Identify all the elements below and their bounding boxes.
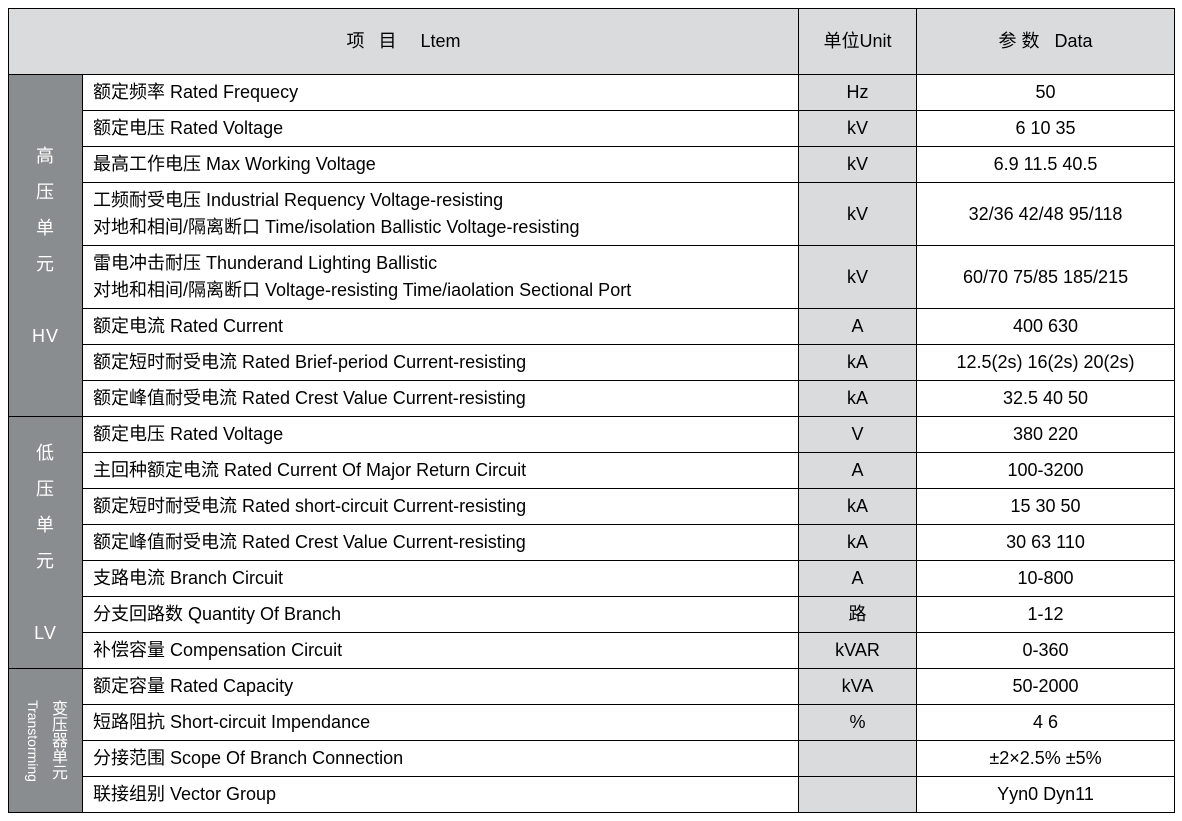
table-row: Transtorming 变压器单元 额定容量 Rated Capacity k… (9, 669, 1175, 705)
unit-cell: kVA (799, 669, 917, 705)
unit-cell: kA (799, 489, 917, 525)
item-cell: 额定电压 Rated Voltage (83, 417, 799, 453)
unit-cell: 路 (799, 597, 917, 633)
item-cell: 额定电流 Rated Current (83, 309, 799, 345)
data-cell: 32/36 42/48 95/118 (917, 183, 1175, 246)
data-cell: 400 630 (917, 309, 1175, 345)
item-cell: 最高工作电压 Max Working Voltage (83, 147, 799, 183)
item-cell: 分支回路数 Quantity Of Branch (83, 597, 799, 633)
item-cell: 联接组别 Vector Group (83, 777, 799, 813)
item-cell: 额定电压 Rated Voltage (83, 111, 799, 147)
item-cell: 主回种额定电流 Rated Current Of Major Return Ci… (83, 453, 799, 489)
unit-cell: A (799, 309, 917, 345)
unit-cell: kA (799, 345, 917, 381)
table-row: 联接组别 Vector Group Yyn0 Dyn11 (9, 777, 1175, 813)
data-cell: 60/70 75/85 185/215 (917, 246, 1175, 309)
data-cell: 12.5(2s) 16(2s) 20(2s) (917, 345, 1175, 381)
section-label-lv: 低 压 单 元 LV (9, 417, 83, 669)
item-cell: 额定峰值耐受电流 Rated Crest Value Current-resis… (83, 381, 799, 417)
section-label-hv: 高 压 单 元 HV (9, 75, 83, 417)
data-cell: 50 (917, 75, 1175, 111)
data-cell: 380 220 (917, 417, 1175, 453)
table-row: 短路阻抗 Short-circuit Impendance % 4 6 (9, 705, 1175, 741)
header-row: 项目 Ltem 单位Unit 参 数 Data (9, 9, 1175, 75)
data-cell: 32.5 40 50 (917, 381, 1175, 417)
item-cell: 额定短时耐受电流 Rated short-circuit Current-res… (83, 489, 799, 525)
section-label-tf-cn: 变压器单元 (46, 700, 67, 780)
item-cell: 补偿容量 Compensation Circuit (83, 633, 799, 669)
data-cell: 4 6 (917, 705, 1175, 741)
item-cell: 短路阻抗 Short-circuit Impendance (83, 705, 799, 741)
unit-cell: kA (799, 525, 917, 561)
header-unit: 单位Unit (799, 9, 917, 75)
unit-cell: A (799, 453, 917, 489)
unit-cell: kA (799, 381, 917, 417)
unit-cell: % (799, 705, 917, 741)
item-cell: 额定频率 Rated Frequecy (83, 75, 799, 111)
table-row: 高 压 单 元 HV 额定频率 Rated Frequecy Hz 50 (9, 75, 1175, 111)
data-cell: ±2×2.5% ±5% (917, 741, 1175, 777)
spec-table: 项目 Ltem 单位Unit 参 数 Data 高 压 单 元 HV 额定频率 … (8, 8, 1175, 813)
data-cell: 10-800 (917, 561, 1175, 597)
unit-cell: kV (799, 183, 917, 246)
unit-cell (799, 777, 917, 813)
table-body: 高 压 单 元 HV 额定频率 Rated Frequecy Hz 50 额定电… (9, 75, 1175, 813)
unit-cell: kV (799, 246, 917, 309)
table-row: 额定峰值耐受电流 Rated Crest Value Current-resis… (9, 381, 1175, 417)
header-item: 项目 Ltem (9, 9, 799, 75)
data-cell: 15 30 50 (917, 489, 1175, 525)
item-cell: 额定容量 Rated Capacity (83, 669, 799, 705)
item-cell: 分接范围 Scope Of Branch Connection (83, 741, 799, 777)
item-cell: 额定峰值耐受电流 Rated Crest Value Current-resis… (83, 525, 799, 561)
unit-cell: kV (799, 147, 917, 183)
data-cell: 1-12 (917, 597, 1175, 633)
data-cell: 0-360 (917, 633, 1175, 669)
unit-cell: kV (799, 111, 917, 147)
unit-cell: Hz (799, 75, 917, 111)
table-row: 额定峰值耐受电流 Rated Crest Value Current-resis… (9, 525, 1175, 561)
table-row: 工频耐受电压 Industrial Requency Voltage-resis… (9, 183, 1175, 246)
item-cell: 雷电冲击耐压 Thunderand Lighting Ballistic 对地和… (83, 246, 799, 309)
table-row: 低 压 单 元 LV 额定电压 Rated Voltage V 380 220 (9, 417, 1175, 453)
unit-cell: kVAR (799, 633, 917, 669)
table-row: 雷电冲击耐压 Thunderand Lighting Ballistic 对地和… (9, 246, 1175, 309)
data-cell: 6 10 35 (917, 111, 1175, 147)
item-cell: 工频耐受电压 Industrial Requency Voltage-resis… (83, 183, 799, 246)
table-row: 主回种额定电流 Rated Current Of Major Return Ci… (9, 453, 1175, 489)
unit-cell: A (799, 561, 917, 597)
unit-cell (799, 741, 917, 777)
header-data: 参 数 Data (917, 9, 1175, 75)
data-cell: 6.9 11.5 40.5 (917, 147, 1175, 183)
table-row: 额定短时耐受电流 Rated Brief-period Current-resi… (9, 345, 1175, 381)
table-row: 补偿容量 Compensation Circuit kVAR 0-360 (9, 633, 1175, 669)
table-row: 最高工作电压 Max Working Voltage kV 6.9 11.5 4… (9, 147, 1175, 183)
table-row: 支路电流 Branch Circuit A 10-800 (9, 561, 1175, 597)
table-row: 额定电流 Rated Current A 400 630 (9, 309, 1175, 345)
item-cell: 额定短时耐受电流 Rated Brief-period Current-resi… (83, 345, 799, 381)
table-row: 额定电压 Rated Voltage kV 6 10 35 (9, 111, 1175, 147)
table-row: 分支回路数 Quantity Of Branch 路 1-12 (9, 597, 1175, 633)
data-cell: 50-2000 (917, 669, 1175, 705)
table-row: 额定短时耐受电流 Rated short-circuit Current-res… (9, 489, 1175, 525)
data-cell: 30 63 110 (917, 525, 1175, 561)
data-cell: 100-3200 (917, 453, 1175, 489)
section-label-tf: Transtorming 变压器单元 (9, 669, 83, 813)
unit-cell: V (799, 417, 917, 453)
table-row: 分接范围 Scope Of Branch Connection ±2×2.5% … (9, 741, 1175, 777)
item-cell: 支路电流 Branch Circuit (83, 561, 799, 597)
data-cell: Yyn0 Dyn11 (917, 777, 1175, 813)
section-label-tf-en: Transtorming (24, 700, 42, 782)
